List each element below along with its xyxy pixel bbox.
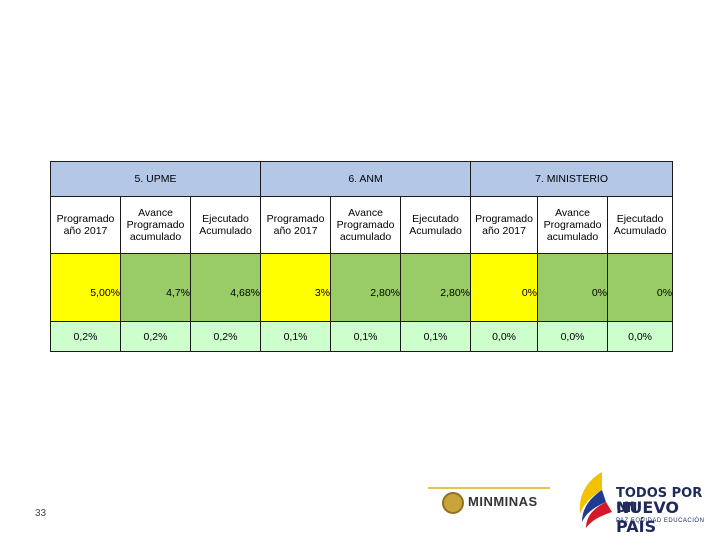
value-text: 2,80% <box>370 286 401 299</box>
weight-cell: 0,0% <box>470 321 539 352</box>
value-cell: 5,00% <box>50 253 121 322</box>
subheader-cell: Avance Programado acumulado <box>537 196 609 254</box>
weight-cell: 0,1% <box>330 321 402 352</box>
logo-line-3: PAZ EQUIDAD EDUCACIÓN <box>616 518 705 524</box>
weight-cell: 0,2% <box>50 321 121 352</box>
page-number: 33 <box>35 508 47 519</box>
subheader-cell: Avance Programado acumulado <box>330 196 402 254</box>
value-cell: 3% <box>260 253 332 322</box>
subheader-cell: Ejecutado Acumulado <box>607 196 674 254</box>
flag-swoosh-icon <box>579 472 612 528</box>
subheader-cell: Avance Programado acumulado <box>120 196 191 254</box>
weight-cell: 0,0% <box>537 321 609 352</box>
value-text: 4,7% <box>166 286 190 299</box>
logo-line-2: NUEVO PAÍS <box>616 498 680 536</box>
weight-cell: 0,1% <box>260 321 332 352</box>
value-text: 2,80% <box>440 286 471 299</box>
group-header-anm: 6. ANM <box>260 161 472 197</box>
value-cell: 0% <box>470 253 539 322</box>
minminas-label: MINMINAS <box>468 494 538 509</box>
minminas-logo: MINMINAS <box>428 484 550 516</box>
weight-cell: 0,0% <box>607 321 674 352</box>
value-text: 0% <box>656 286 673 299</box>
group-header-upme: 5. UPME <box>49 161 262 197</box>
group-header-ministerio: 7. MINISTERIO <box>470 161 674 197</box>
value-text: 0% <box>521 286 538 299</box>
value-cell: 4,7% <box>120 253 191 322</box>
subheader-cell: Programado año 2017 <box>260 196 332 254</box>
weight-cell: 0,1% <box>400 321 472 352</box>
indicator-table: 5. UPME 6. ANM 7. MINISTERIO Programado … <box>49 161 674 352</box>
value-cell: 0% <box>537 253 609 322</box>
value-text: 4,68% <box>230 286 261 299</box>
value-text: 5,00% <box>90 286 120 299</box>
weight-cell: 0,2% <box>120 321 191 352</box>
weight-cell: 0,2% <box>189 321 262 352</box>
value-cell: 4,68% <box>189 253 262 322</box>
value-cell: 2,80% <box>330 253 402 322</box>
subheader-cell: Programado año 2017 <box>50 196 121 254</box>
value-text: 0% <box>591 286 608 299</box>
logo-line-1: TODOS POR UN <box>616 486 703 516</box>
subheader-cell: Ejecutado Acumulado <box>189 196 262 254</box>
value-text: 3% <box>314 286 331 299</box>
logo-divider <box>428 487 550 489</box>
nuevo-pais-logo: TODOS POR UN NUEVO PAÍS PAZ EQUIDAD EDUC… <box>572 468 712 536</box>
subheader-cell: Programado año 2017 <box>470 196 539 254</box>
value-cell: 2,80% <box>400 253 472 322</box>
value-cell: 0% <box>607 253 674 322</box>
subheader-cell: Ejecutado Acumulado <box>400 196 472 254</box>
seal-icon <box>442 492 464 514</box>
